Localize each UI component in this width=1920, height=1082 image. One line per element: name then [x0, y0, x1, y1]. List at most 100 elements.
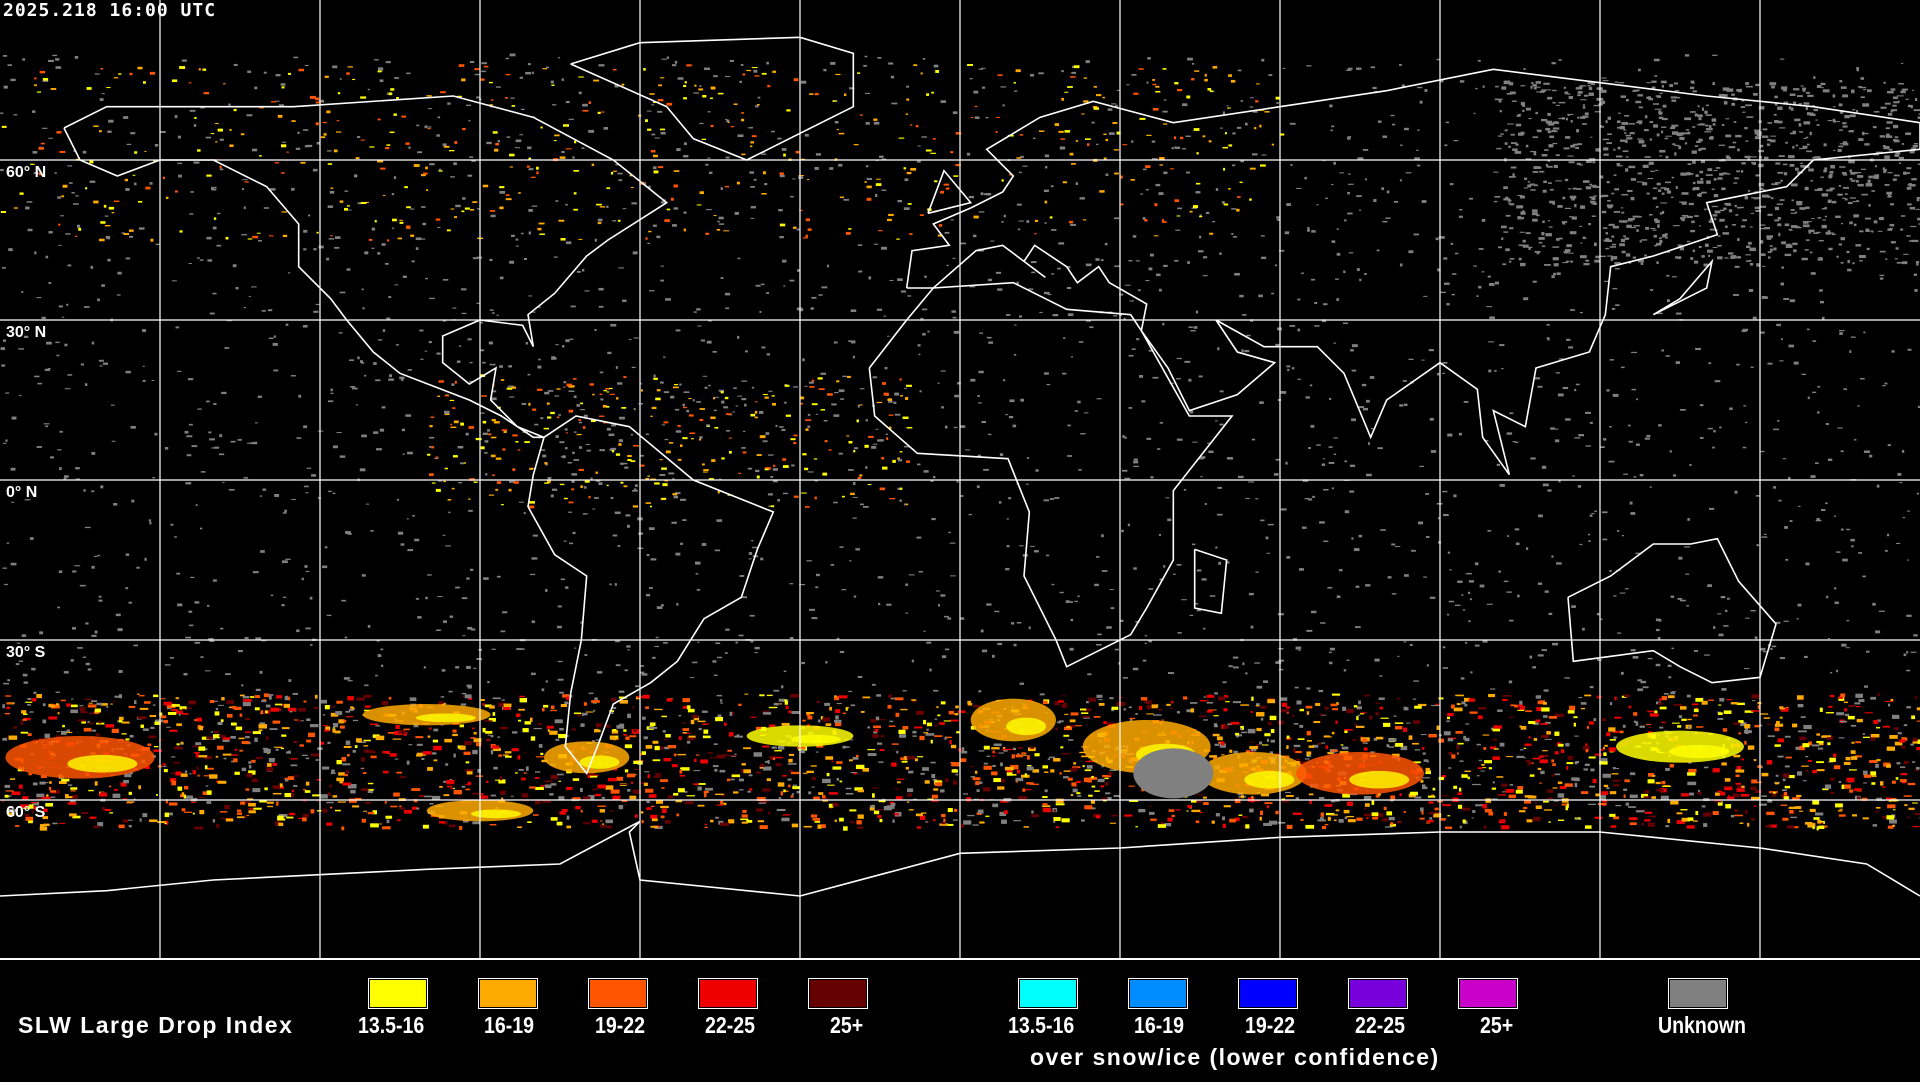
cloud-pixel: [1404, 574, 1409, 577]
cloud-pixel: [282, 560, 288, 563]
cloud-pixel: [1022, 166, 1027, 167]
cloud-pixel: [1792, 243, 1797, 245]
cloud-pixel: [1298, 738, 1305, 740]
cloud-pixel: [1624, 779, 1629, 782]
cloud-pixel: [1551, 62, 1555, 64]
cloud-pixel: [1557, 205, 1562, 208]
cloud-pixel: [580, 409, 585, 410]
cloud-pixel: [611, 712, 613, 714]
cloud-pixel: [1285, 231, 1289, 234]
cloud-pixel: [493, 390, 496, 392]
cloud-pixel: [973, 235, 976, 238]
cloud-pixel: [547, 477, 551, 480]
cloud-pixel: [1205, 74, 1207, 77]
cloud-pixel: [1551, 555, 1553, 557]
cloud-pixel: [1133, 235, 1137, 237]
cloud-pixel: [1578, 91, 1583, 94]
cloud-pixel: [1526, 145, 1528, 148]
cloud-pixel: [1268, 74, 1272, 76]
cloud-pixel: [664, 391, 669, 393]
cloud-pixel: [1271, 740, 1275, 743]
cloud-pixel: [485, 440, 489, 443]
cloud-pixel: [794, 78, 799, 81]
cloud-pixel: [1301, 273, 1304, 274]
cloud-pixel: [794, 435, 798, 437]
cloud-pixel: [1392, 124, 1395, 126]
cloud-pixel: [252, 236, 258, 238]
cloud-pixel: [368, 625, 371, 628]
cloud-pixel: [1294, 723, 1299, 725]
cloud-pixel: [990, 241, 994, 242]
cloud-pixel: [100, 365, 103, 366]
cloud-pixel: [1688, 132, 1691, 135]
cloud-pixel: [714, 215, 717, 216]
cloud-pixel: [1753, 93, 1758, 96]
cloud-pixel: [401, 543, 405, 545]
cloud-pixel: [1905, 132, 1911, 135]
cloud-pixel: [1553, 127, 1559, 129]
cloud-pixel: [1758, 164, 1763, 167]
cloud-pixel: [330, 706, 335, 707]
cloud-pixel: [649, 527, 655, 530]
cloud-pixel: [556, 388, 560, 389]
cloud-pixel: [768, 391, 772, 392]
cloud-pixel: [329, 238, 334, 239]
cloud-pixel: [569, 543, 573, 545]
cloud-pixel: [846, 788, 852, 790]
cloud-pixel: [1155, 91, 1160, 93]
cloud-pixel: [357, 356, 359, 359]
cloud-pixel: [131, 500, 134, 503]
cloud-pixel: [1673, 474, 1676, 476]
cloud-pixel: [1548, 131, 1551, 133]
cloud-pixel: [851, 340, 856, 343]
cloud-pixel: [113, 503, 117, 506]
cloud-pixel: [244, 206, 246, 209]
cloud-pixel: [571, 306, 576, 308]
cloud-pixel: [802, 358, 804, 361]
cloud-pixel: [783, 285, 785, 286]
cloud-pixel: [1323, 489, 1328, 491]
cloud-pixel: [1245, 123, 1248, 126]
cloud-pixel: [491, 735, 494, 737]
cloud-pixel: [298, 69, 304, 72]
cloud-pixel: [992, 655, 995, 658]
cloud-pixel: [967, 153, 970, 156]
cloud-pixel: [1869, 760, 1878, 763]
cloud-pixel: [112, 441, 116, 442]
cloud-pixel: [1785, 254, 1792, 256]
cloud-pixel: [725, 629, 729, 631]
cloud-pixel: [1731, 255, 1736, 258]
cloud-pixel: [1145, 280, 1149, 281]
cloud-pixel: [761, 154, 766, 155]
cloud-pixel: [566, 241, 571, 244]
cloud-pixel: [1886, 156, 1890, 159]
cloud-pixel: [1603, 227, 1607, 229]
cloud-pixel: [1834, 587, 1836, 589]
cloud-pixel: [1768, 196, 1770, 198]
cloud-pixel: [1370, 376, 1375, 379]
cloud-pixel: [464, 462, 466, 463]
cloud-pixel: [1109, 132, 1115, 135]
cloud-pixel: [1241, 349, 1243, 352]
cloud-pixel: [126, 257, 131, 259]
cloud-pixel: [1678, 598, 1683, 600]
cloud-pixel: [1852, 109, 1855, 110]
cloud-pixel: [1894, 175, 1900, 177]
cloud-pixel: [1170, 168, 1174, 169]
cloud-pixel: [1659, 112, 1662, 115]
cloud-pixel: [527, 166, 530, 168]
cloud-pixel: [1820, 177, 1824, 178]
cloud-pixel: [1816, 520, 1822, 522]
cloud-pixel: [37, 91, 41, 92]
cloud-pixel: [1446, 303, 1449, 305]
cloud-pixel: [1689, 203, 1694, 205]
cloud-pixel: [67, 374, 72, 376]
cloud-pixel: [815, 586, 818, 588]
cloud-pixel: [465, 769, 473, 771]
cloud-pixel: [134, 700, 136, 704]
cloud-pixel: [210, 313, 215, 315]
cloud-pixel: [1916, 261, 1919, 263]
cloud-pixel: [1751, 367, 1754, 368]
cloud-pixel: [1704, 131, 1711, 132]
cloud-pixel: [600, 394, 603, 395]
